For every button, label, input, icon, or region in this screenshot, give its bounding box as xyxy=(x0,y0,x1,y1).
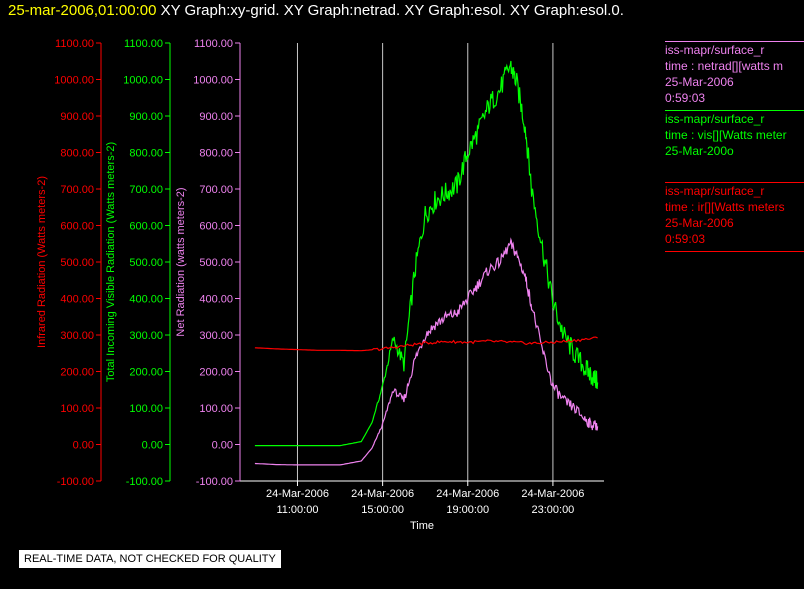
y-tick-label: 300.00 xyxy=(60,330,94,342)
x-tick-label-date: 24-Mar-2006 xyxy=(266,488,329,500)
y-tick-label: 700.00 xyxy=(199,184,233,196)
legend-entry-vis: iss-mapr/surface_r time : vis[][Watts me… xyxy=(665,110,804,159)
y-tick-label: 900.00 xyxy=(60,111,94,123)
y-tick-label: 1100.00 xyxy=(124,38,163,50)
series-line-vis xyxy=(254,60,599,447)
legend-entry-ir: iss-mapr/surface_r time : ir[][Watts met… xyxy=(665,182,804,252)
y-tick-label: 1100.00 xyxy=(194,38,233,50)
y-tick-label: -100.00 xyxy=(57,476,94,488)
series-line-netrad xyxy=(254,237,599,466)
y-tick-label: 700.00 xyxy=(60,184,94,196)
y-tick-label: 300.00 xyxy=(199,330,233,342)
y-tick-label: 600.00 xyxy=(129,221,163,233)
x-tick-label-time: 11:00:00 xyxy=(276,504,318,516)
y-tick-label: 0.00 xyxy=(73,440,94,452)
y-tick-label: 400.00 xyxy=(129,294,163,306)
legend-swatch xyxy=(665,182,804,183)
x-tick-label-date: 24-Mar-2006 xyxy=(436,488,499,500)
legend-date: 25-Mar-2006 xyxy=(665,75,734,89)
legend-entry-netrad: iss-mapr/surface_r time : netrad[][watts… xyxy=(665,41,804,106)
legend-source: iss-mapr/surface_r xyxy=(665,112,765,126)
y-tick-label: 900.00 xyxy=(129,111,163,123)
y-axis-title: Net Radiation (watts meters-2) xyxy=(175,187,187,336)
y-tick-label: 500.00 xyxy=(129,257,163,269)
series-line-ir xyxy=(254,336,598,352)
y-tick-label: 300.00 xyxy=(129,330,163,342)
legend-time: 0:59:03 xyxy=(665,232,706,246)
header-graph-list: XY Graph:xy-grid. XY Graph:netrad. XY Gr… xyxy=(160,2,624,19)
header-date: 25-mar-2006,01:00:00 xyxy=(8,2,157,19)
legend-time: 0:59:03 xyxy=(665,91,706,105)
x-tick-label-date: 24-Mar-2006 xyxy=(351,488,414,500)
x-tick-label-time: 15:00:00 xyxy=(361,504,404,516)
y-axis-title: Infrared Radiation (Watts meters-2) xyxy=(36,176,48,348)
y-tick-label: 400.00 xyxy=(60,294,94,306)
legend-divider xyxy=(665,251,804,252)
y-tick-label: 0.00 xyxy=(212,440,233,452)
y-tick-label: 1000.00 xyxy=(54,75,94,87)
x-tick-label-time: 19:00:00 xyxy=(446,504,489,516)
y-tick-label: 600.00 xyxy=(199,221,233,233)
y-tick-label: 800.00 xyxy=(129,148,163,160)
x-tick-label-date: 24-Mar-2006 xyxy=(521,488,584,500)
legend-variable: time : ir[][Watts meters xyxy=(665,200,785,214)
y-tick-label: 1000.00 xyxy=(193,75,233,87)
y-tick-label: 100.00 xyxy=(199,403,233,415)
y-tick-label: 100.00 xyxy=(129,403,163,415)
legend-swatch xyxy=(665,41,804,42)
y-tick-label: 500.00 xyxy=(60,257,94,269)
y-tick-label: 200.00 xyxy=(129,367,163,379)
x-axis-title: Time xyxy=(410,520,434,532)
legend-date: 25-Mar-200o xyxy=(665,144,734,158)
x-tick-label-time: 23:00:00 xyxy=(531,504,574,516)
y-tick-label: 600.00 xyxy=(60,221,94,233)
y-tick-label: -100.00 xyxy=(126,476,163,488)
y-tick-label: 200.00 xyxy=(199,367,233,379)
y-tick-label: 0.00 xyxy=(142,440,163,452)
y-tick-label: 900.00 xyxy=(199,111,233,123)
y-tick-label: -100.00 xyxy=(196,476,233,488)
y-tick-label: 500.00 xyxy=(199,257,233,269)
y-tick-label: 700.00 xyxy=(129,184,163,196)
y-tick-label: 800.00 xyxy=(60,148,94,160)
legend-variable: time : netrad[][watts m xyxy=(665,59,784,73)
y-tick-label: 400.00 xyxy=(199,294,233,306)
legend-source: iss-mapr/surface_r xyxy=(665,43,765,57)
y-tick-label: 200.00 xyxy=(60,367,94,379)
y-tick-label: 100.00 xyxy=(60,403,94,415)
y-tick-label: 1000.00 xyxy=(123,75,163,87)
legend-date: 25-Mar-2006 xyxy=(665,216,734,230)
quality-notice: REAL-TIME DATA, NOT CHECKED FOR QUALITY xyxy=(19,550,281,568)
legend-variable: time : vis[][Watts meter xyxy=(665,128,787,142)
legend-source: iss-mapr/surface_r xyxy=(665,184,765,198)
header-bar: 25-mar-2006,01:00:00 XY Graph:xy-grid. X… xyxy=(8,2,624,19)
y-tick-label: 800.00 xyxy=(199,148,233,160)
legend-swatch xyxy=(665,110,804,111)
y-axis-title: Total Incoming Visible Radiation (Watts … xyxy=(105,142,117,382)
y-tick-label: 1100.00 xyxy=(55,38,94,50)
